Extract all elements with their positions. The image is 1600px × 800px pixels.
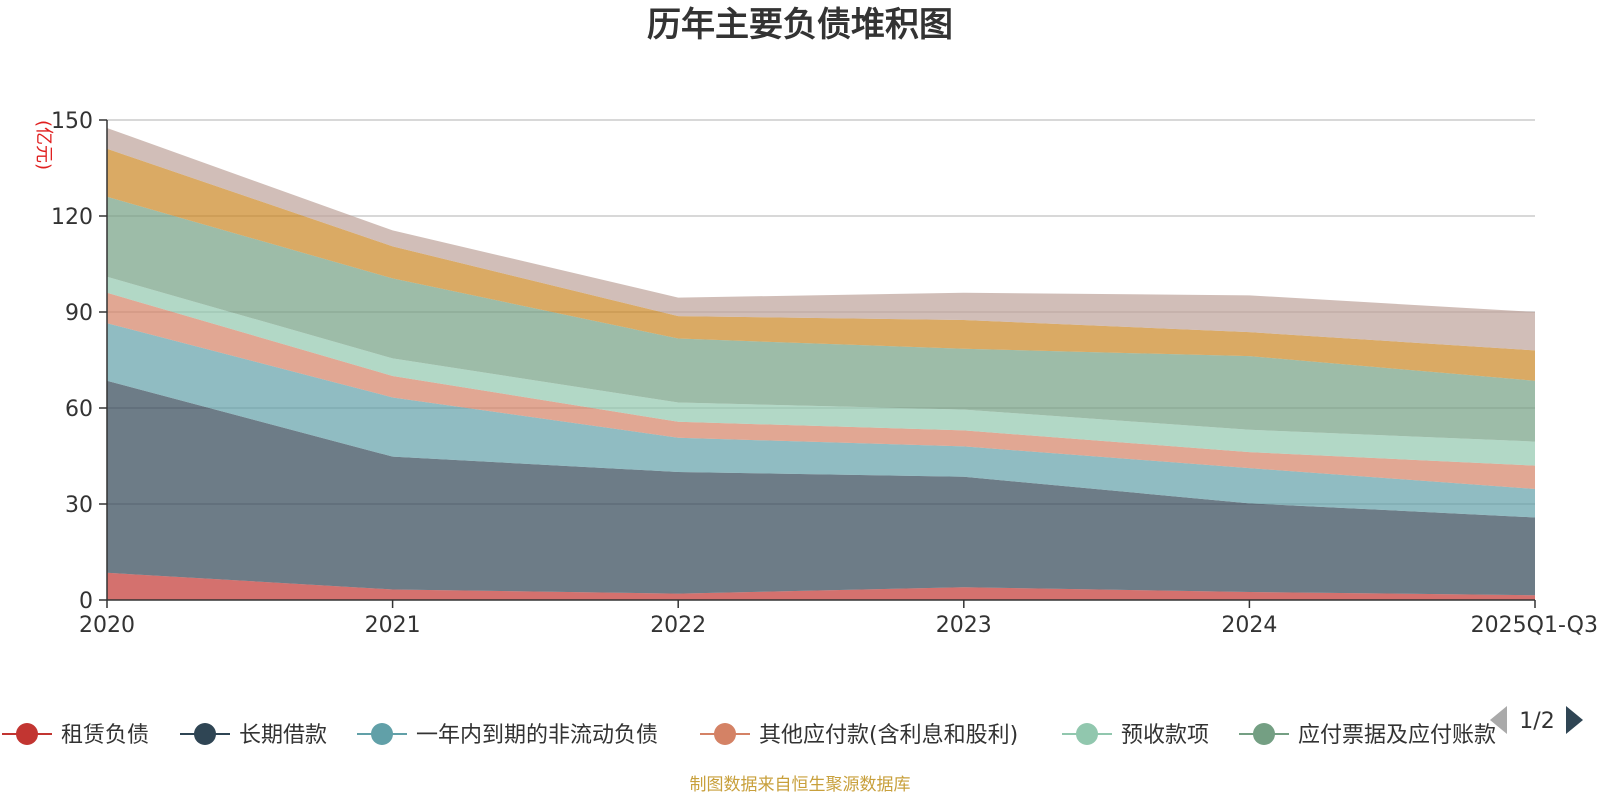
legend-item[interactable]: 其他应付款(含利息和股利)	[700, 723, 1018, 748]
legend-marker-icon	[1076, 723, 1098, 745]
legend-label: 预收款项	[1121, 723, 1209, 748]
legend-label: 长期借款	[239, 723, 327, 748]
y-axis-unit-label: (亿元)	[33, 120, 54, 170]
y-tick-label: 0	[79, 589, 93, 614]
y-tick-label: 120	[51, 205, 93, 230]
y-tick-label: 30	[65, 493, 93, 518]
area-series[interactable]	[107, 276, 1535, 466]
legend: 租赁负债 长期借款 一年内到期的非流动负债 其他应付款(含利息和股利) 预收款项 应付票据…	[2, 723, 1496, 748]
y-tick-label: 60	[65, 397, 93, 422]
area-series[interactable]	[107, 196, 1535, 442]
legend-item[interactable]: 预收款项	[1062, 723, 1209, 748]
legend-item[interactable]: 租赁负债	[2, 723, 149, 748]
data-source-note: 制图数据来自恒生聚源数据库	[690, 775, 911, 795]
legend-label: 租赁负债	[61, 723, 149, 748]
x-axis-ticks: 2020 2021 2022 2023 2024 2025Q1-Q3	[79, 600, 1598, 638]
area-series[interactable]	[107, 323, 1535, 518]
area-series[interactable]	[107, 148, 1535, 381]
chart-title: 历年主要负债堆积图	[647, 5, 953, 45]
legend-marker-icon	[714, 723, 736, 745]
legend-item[interactable]: 应付票据及应付账款	[1239, 723, 1496, 748]
y-axis-ticks: 0 30 60 90 120 150	[51, 109, 107, 614]
legend-item[interactable]: 长期借款	[180, 723, 327, 748]
area-series[interactable]	[107, 572, 1535, 600]
legend-page-indicator: 1/2	[1519, 709, 1554, 734]
legend-item[interactable]: 一年内到期的非流动负债	[357, 723, 658, 748]
y-tick-label: 90	[65, 301, 93, 326]
x-tick-label: 2024	[1221, 613, 1277, 638]
legend-pager: 1/2	[1490, 706, 1583, 734]
legend-marker-icon	[1253, 723, 1275, 745]
area-series[interactable]	[107, 292, 1535, 489]
axes	[106, 120, 1535, 601]
legend-label: 应付票据及应付账款	[1298, 723, 1496, 748]
area-series-group	[107, 128, 1535, 600]
x-tick-label: 2023	[936, 613, 992, 638]
legend-prev-page-icon[interactable]	[1490, 706, 1507, 734]
x-tick-label: 2021	[365, 613, 421, 638]
legend-marker-icon	[194, 723, 216, 745]
x-tick-label: 2025Q1-Q3	[1471, 613, 1598, 638]
area-series[interactable]	[107, 380, 1535, 596]
x-tick-label: 2022	[650, 613, 706, 638]
legend-marker-icon	[371, 723, 393, 745]
y-tick-label: 150	[51, 109, 93, 134]
legend-label: 一年内到期的非流动负债	[416, 723, 658, 748]
legend-label: 其他应付款(含利息和股利)	[759, 723, 1018, 748]
area-series[interactable]	[107, 128, 1535, 351]
legend-next-page-icon[interactable]	[1566, 706, 1583, 734]
x-tick-label: 2020	[79, 613, 135, 638]
legend-marker-icon	[16, 723, 38, 745]
